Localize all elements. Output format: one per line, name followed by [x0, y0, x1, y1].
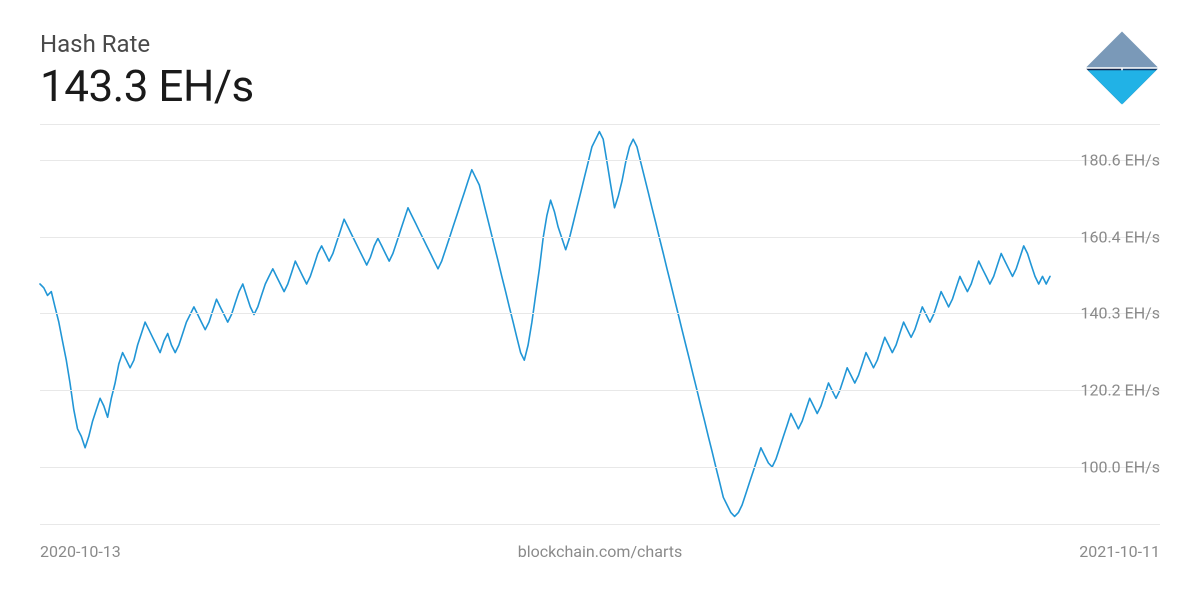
blockchain-logo-icon: [1084, 30, 1160, 106]
hash-rate-chart: 100.0 EH/s 120.2 EH/s 140.3 EH/s 160.4 EH/s…: [40, 124, 1160, 524]
hash-rate-line: [40, 132, 1050, 517]
gridline: [40, 467, 1160, 468]
chart-title: Hash Rate: [40, 30, 254, 58]
current-value: 143.3 EH/s: [40, 60, 254, 112]
y-axis-label: 120.2 EH/s: [1060, 380, 1160, 399]
chart-footer: 2020-10-13 blockchain.com/charts 2021-10…: [40, 542, 1160, 561]
gridline: [40, 313, 1160, 314]
gridline: [40, 160, 1160, 161]
gridline: [40, 237, 1160, 238]
y-axis-label: 140.3 EH/s: [1060, 304, 1160, 323]
title-block: Hash Rate 143.3 EH/s: [40, 30, 254, 112]
y-axis-label: 100.0 EH/s: [1060, 457, 1160, 476]
end-date-label: 2021-10-11: [1079, 542, 1160, 561]
source-label: blockchain.com/charts: [518, 542, 683, 561]
y-axis-label: 160.4 EH/s: [1060, 227, 1160, 246]
start-date-label: 2020-10-13: [40, 542, 121, 561]
gridline: [40, 390, 1160, 391]
y-axis-label: 180.6 EH/s: [1060, 150, 1160, 169]
